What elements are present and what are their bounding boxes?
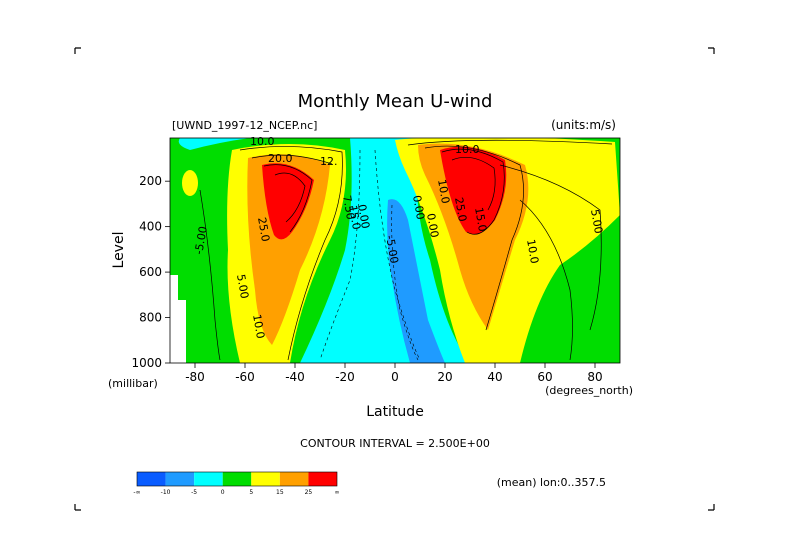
colorbar-tick-label: ∞	[335, 489, 340, 496]
dashed-contours	[319, 149, 421, 361]
north-jet-red	[440, 146, 507, 235]
contour-field	[170, 138, 620, 363]
colorbar-tick-label: -10	[161, 489, 171, 496]
contour-label: 7.50	[340, 194, 357, 220]
contour-label: 15.0	[346, 204, 363, 230]
footer-label: (mean) lon:0..357.5	[497, 476, 606, 489]
y-axis: 200 400 600 800 1000	[131, 174, 170, 370]
colorbar-tick-label: 0	[221, 489, 225, 496]
contour-interval-label: CONTOUR INTERVAL = 2.500E+00	[300, 437, 490, 450]
colorbar: -∞ -10 -5 0 5 15 25 ∞	[133, 471, 340, 496]
x-tick-label: -20	[335, 370, 355, 384]
colorbar-tick-label: 5	[249, 489, 253, 496]
contour-label: 10.0	[250, 313, 267, 339]
colorbar-swatch	[251, 472, 280, 486]
contour-label: 5.00	[588, 208, 605, 234]
x-tick-label: -80	[185, 370, 205, 384]
contour-label: 10.0	[455, 143, 480, 156]
colorbar-swatch	[279, 472, 309, 486]
contour-label: 10.0	[524, 238, 541, 264]
terrain-mask	[170, 275, 186, 363]
y-unit-label: (millibar)	[108, 377, 158, 390]
corner-marks	[74, 47, 715, 511]
colorbar-tick-label: 15	[276, 489, 284, 496]
x-axis: -80 -60 -40 -20 0 20 40 60 80	[185, 363, 603, 384]
colorbar-swatch	[165, 472, 195, 486]
x-tick-label: -40	[285, 370, 305, 384]
x-tick-label: 0	[391, 370, 399, 384]
units-label: (units:m/s)	[551, 118, 616, 132]
contour-label: 0.00	[410, 194, 427, 220]
file-label: [UWND_1997-12_NCEP.nc]	[172, 119, 317, 132]
contour-label: 5.00	[234, 273, 251, 299]
contour-label: -5.00	[192, 225, 210, 255]
x-tick-label: -60	[235, 370, 255, 384]
contour-label: 10.0	[435, 178, 452, 204]
easterly-core	[387, 199, 445, 363]
x-tick-label: 80	[587, 370, 602, 384]
south-jet-red	[262, 163, 314, 240]
contour-label: 15.0	[472, 206, 489, 232]
colorbar-tick-label: 25	[305, 489, 313, 496]
contour-label: 25.0	[255, 216, 272, 242]
contour-label: 0.00	[424, 212, 441, 238]
south-patch	[182, 170, 198, 196]
y-tick-label: 200	[139, 174, 162, 188]
x-tick-label: 60	[537, 370, 552, 384]
contour-label: 10.0	[250, 135, 275, 148]
easterly-band-left	[178, 138, 250, 150]
y-tick-label: 400	[139, 220, 162, 234]
contour-label: -5.00	[383, 234, 401, 264]
y-tick-label: 800	[139, 311, 162, 325]
x-tick-label: 20	[437, 370, 452, 384]
y-tick-label: 600	[139, 265, 162, 279]
y-axis-title: Level	[111, 232, 127, 269]
chart-title: Monthly Mean U-wind	[298, 91, 493, 112]
contour-label: 20.0	[268, 152, 293, 165]
colorbar-tick-label: -5	[191, 489, 197, 496]
colorbar-swatch	[308, 472, 337, 486]
x-axis-title: Latitude	[366, 404, 424, 420]
contour-label: 12.	[320, 155, 338, 168]
colorbar-swatch	[137, 472, 166, 486]
contour-label: 0.00	[355, 203, 372, 229]
y-tick-label: 1000	[131, 356, 162, 370]
x-tick-label: 40	[487, 370, 502, 384]
colorbar-swatch	[194, 472, 223, 486]
contour-label-group: 10.0 20.0 12. 25.0 7.50 15.0 0.00 5.00 1…	[192, 135, 605, 340]
contour-label: 25.0	[452, 196, 469, 222]
colorbar-tick-label: -∞	[133, 489, 140, 496]
colorbar-frame	[136, 471, 338, 487]
contour-lines	[199, 139, 613, 361]
colorbar-swatch	[222, 472, 252, 486]
x-unit-label: (degrees_north)	[545, 384, 633, 397]
easterly-band	[300, 138, 470, 363]
